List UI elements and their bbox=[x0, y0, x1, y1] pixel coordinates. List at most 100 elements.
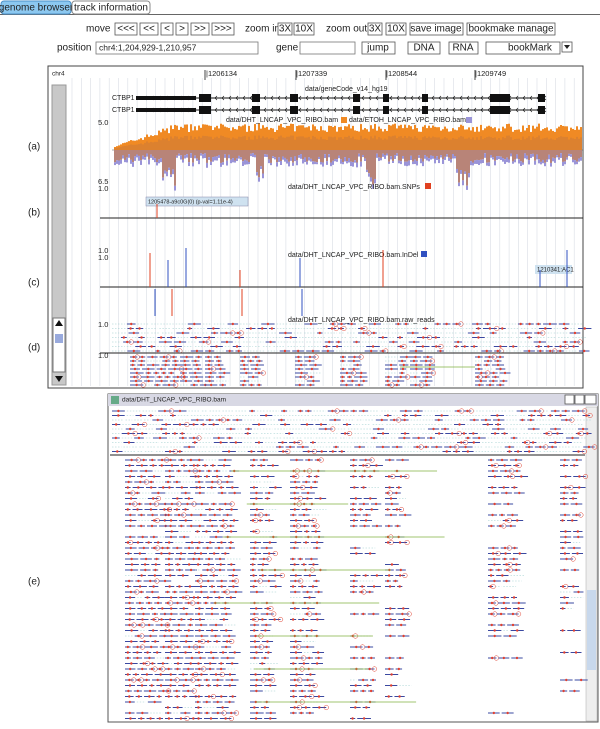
button[interactable] bbox=[114, 22, 138, 36]
button[interactable] bbox=[277, 22, 293, 36]
position-value[interactable]: chr4:1,204,929-1,210,957 bbox=[99, 42, 197, 52]
reads bbox=[112, 321, 592, 388]
read-mismatch bbox=[472, 331, 475, 335]
coverage-down-edge bbox=[404, 161, 406, 166]
button-label[interactable]: RNA bbox=[452, 43, 473, 54]
button[interactable] bbox=[466, 22, 556, 36]
coverage-down bbox=[482, 150, 484, 160]
button-label[interactable]: bookmake manage bbox=[468, 24, 553, 35]
coverage-up-overlay bbox=[504, 138, 506, 150]
read-mismatch bbox=[126, 673, 130, 676]
coverage-down-edge bbox=[314, 161, 316, 165]
coverage-down bbox=[376, 150, 378, 154]
coverage-down bbox=[508, 150, 510, 160]
coverage-up-overlay bbox=[518, 138, 520, 150]
button[interactable] bbox=[409, 22, 464, 36]
read-mismatch bbox=[176, 706, 179, 709]
button[interactable] bbox=[190, 22, 210, 36]
coverage-down bbox=[292, 150, 294, 163]
tab-label[interactable]: track information bbox=[74, 3, 148, 14]
button[interactable] bbox=[211, 22, 235, 36]
button-label[interactable]: >>> bbox=[214, 24, 232, 35]
read-mismatch bbox=[335, 345, 339, 348]
read-mismatch bbox=[499, 367, 502, 371]
coverage-down bbox=[572, 150, 574, 160]
read-mismatch bbox=[294, 519, 298, 522]
read-mismatch bbox=[387, 524, 391, 528]
button-label[interactable]: 3X bbox=[369, 24, 382, 35]
read-mismatch bbox=[559, 345, 562, 348]
maximize[interactable] bbox=[574, 394, 585, 405]
button[interactable] bbox=[367, 22, 383, 36]
read-mismatch bbox=[228, 546, 232, 550]
button[interactable] bbox=[361, 41, 396, 55]
coverage-down-edge bbox=[394, 155, 396, 159]
read-mismatch bbox=[508, 450, 511, 453]
read-mismatch bbox=[176, 601, 179, 605]
coverage-down bbox=[450, 150, 452, 160]
button-label[interactable]: save image bbox=[410, 24, 462, 35]
read-mismatch bbox=[309, 486, 313, 489]
button[interactable] bbox=[293, 22, 315, 36]
read-mismatch bbox=[156, 678, 159, 682]
tab-active[interactable] bbox=[0, 0, 72, 15]
read-mismatch bbox=[168, 568, 171, 572]
gene-label: gene bbox=[276, 43, 299, 54]
button[interactable] bbox=[160, 22, 174, 36]
read-mismatch bbox=[387, 695, 390, 698]
tab-label[interactable]: genome browser bbox=[0, 3, 74, 14]
button-label[interactable]: 10X bbox=[387, 24, 405, 35]
strand-arrow bbox=[466, 107, 470, 113]
read-mismatch bbox=[222, 618, 226, 621]
button[interactable] bbox=[139, 22, 159, 36]
minimize[interactable] bbox=[564, 394, 575, 405]
button-label[interactable]: jump bbox=[366, 43, 389, 54]
position-input[interactable] bbox=[95, 41, 259, 55]
read-mismatch bbox=[146, 375, 149, 379]
button-label[interactable]: 3X bbox=[279, 24, 292, 35]
read-mismatch bbox=[511, 612, 515, 616]
read-mismatch bbox=[209, 383, 213, 387]
read-mismatch bbox=[511, 623, 515, 627]
button-label[interactable]: <<< bbox=[117, 24, 135, 35]
strand-arrow bbox=[410, 107, 414, 113]
button[interactable] bbox=[175, 22, 189, 36]
close[interactable] bbox=[584, 394, 597, 405]
read-mismatch bbox=[293, 607, 297, 610]
coverage-down-edge bbox=[330, 162, 332, 167]
read-mismatch bbox=[138, 552, 142, 555]
tab[interactable] bbox=[71, 0, 151, 15]
button-label[interactable]: < bbox=[164, 24, 170, 35]
button[interactable] bbox=[385, 22, 407, 36]
button[interactable] bbox=[485, 41, 561, 55]
read-mismatch bbox=[513, 486, 516, 489]
read-mismatch bbox=[359, 375, 362, 379]
read-clip bbox=[314, 523, 320, 529]
coverage-down bbox=[356, 150, 358, 163]
button[interactable] bbox=[407, 41, 441, 55]
popup-scroll-thumb[interactable] bbox=[587, 590, 596, 670]
button-label[interactable]: DNA bbox=[413, 43, 434, 54]
button-label[interactable]: bookMark bbox=[508, 43, 553, 54]
coverage-down bbox=[350, 150, 352, 162]
read-mismatch bbox=[331, 450, 335, 453]
coverage-up-overlay bbox=[216, 136, 218, 150]
read-mismatch bbox=[211, 480, 214, 484]
read-mismatch bbox=[374, 502, 378, 506]
read-mismatch bbox=[564, 535, 567, 539]
button-label[interactable]: 10X bbox=[295, 24, 313, 35]
button-label[interactable]: << bbox=[143, 24, 155, 35]
read-mismatch bbox=[176, 563, 179, 566]
coverage-up-overlay bbox=[386, 139, 388, 150]
read-mismatch bbox=[579, 678, 583, 682]
strand-arrow bbox=[340, 95, 344, 101]
read-mismatch bbox=[255, 508, 259, 511]
button[interactable] bbox=[448, 41, 479, 55]
button-label[interactable]: >> bbox=[194, 24, 206, 35]
scroll-thumb[interactable] bbox=[55, 334, 63, 343]
button-label[interactable]: > bbox=[179, 24, 185, 35]
strand-arrow bbox=[326, 95, 330, 101]
read-mismatch bbox=[375, 574, 379, 577]
read-mismatch bbox=[141, 667, 144, 671]
gene-input[interactable] bbox=[299, 41, 356, 55]
